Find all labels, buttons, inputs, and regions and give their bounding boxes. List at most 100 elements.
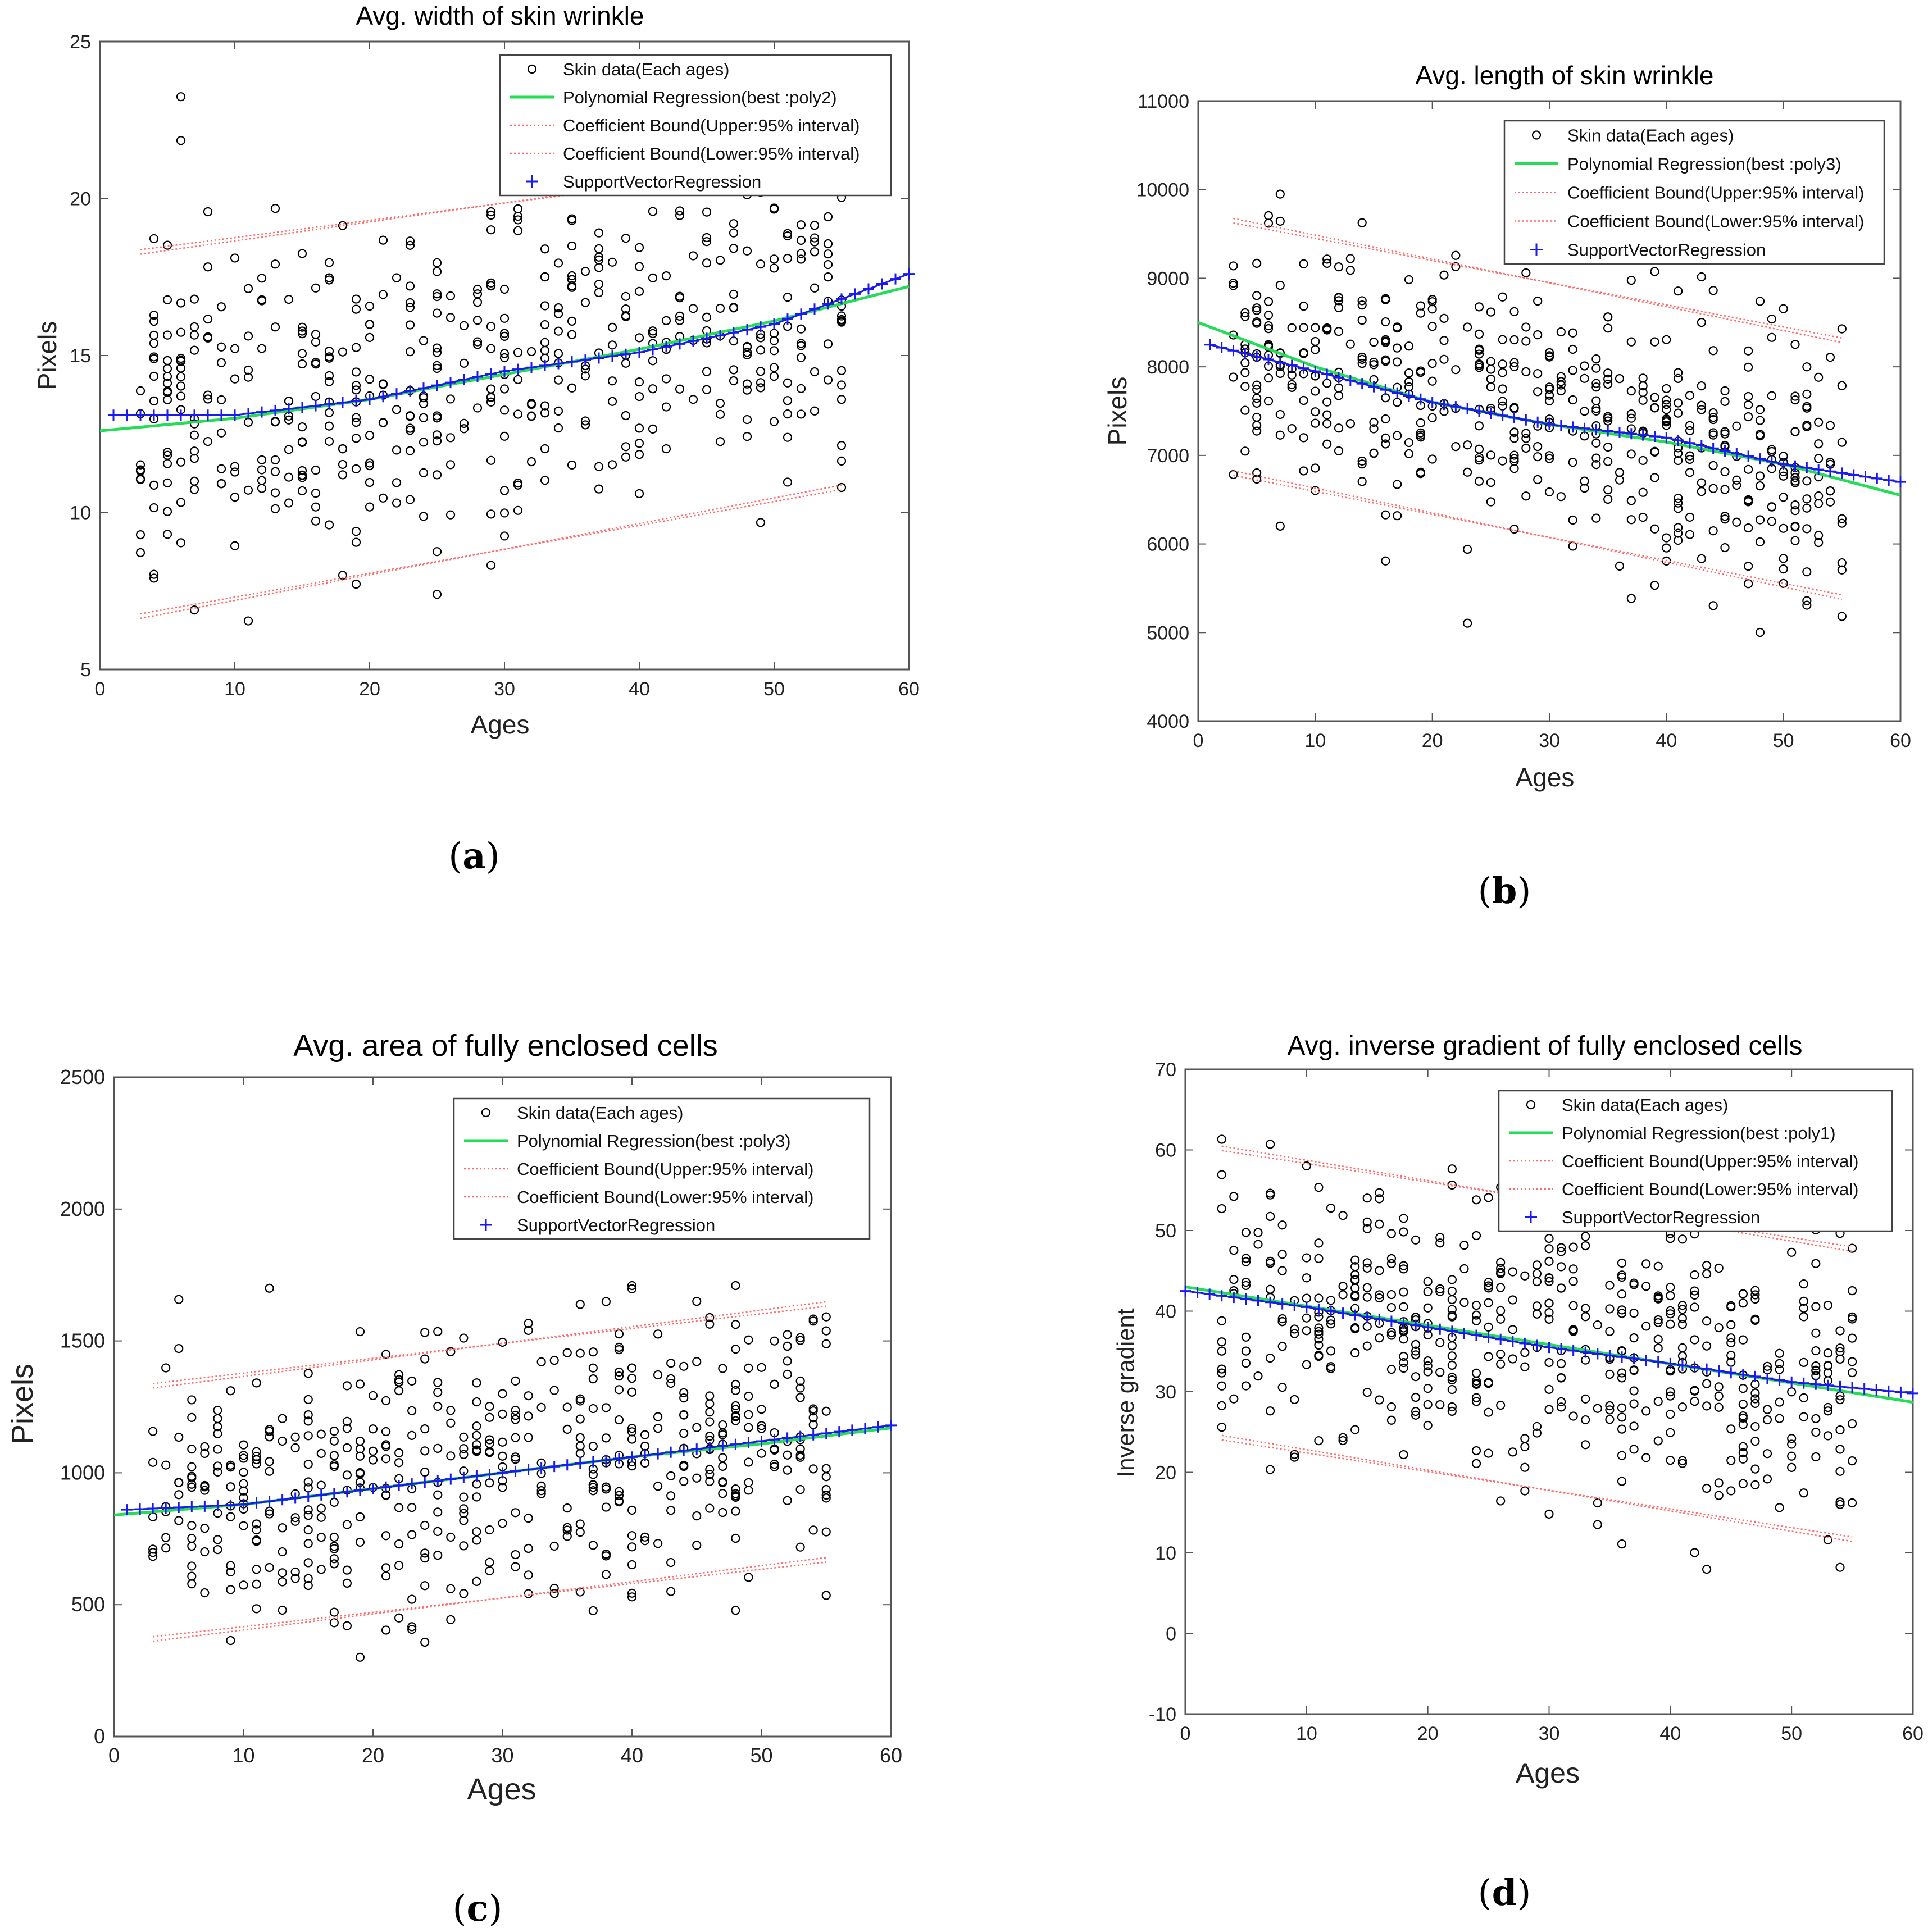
data-point [1404, 438, 1414, 448]
data-point [1605, 1415, 1615, 1424]
data-point [1411, 1372, 1421, 1382]
data-point [661, 271, 671, 281]
data-point [1708, 414, 1718, 425]
data-point [1811, 1361, 1821, 1371]
data-point [1720, 512, 1730, 521]
data-point [252, 1459, 261, 1469]
data-point [270, 504, 280, 513]
data-point [213, 1429, 222, 1438]
data-point [1568, 1242, 1578, 1252]
data-point [1508, 1447, 1517, 1457]
data-point [1326, 1346, 1336, 1356]
data-point [1666, 1391, 1675, 1401]
data-point [511, 1455, 520, 1464]
data-point [1498, 401, 1507, 411]
data-point [381, 1440, 391, 1450]
data-point [1708, 484, 1718, 493]
data-point [513, 375, 523, 384]
data-point [1835, 1395, 1845, 1405]
data-point [1299, 433, 1308, 443]
data-point [1334, 293, 1344, 303]
bound-series [1233, 217, 1843, 600]
data-point [705, 1399, 715, 1409]
data-point [536, 1481, 546, 1491]
data-point [836, 482, 847, 493]
data-point [757, 1448, 766, 1458]
data-point [213, 1535, 222, 1544]
data-point [1626, 496, 1636, 505]
svr-marker [1836, 467, 1848, 479]
data-point [567, 271, 577, 281]
data-point [1520, 1362, 1530, 1371]
data-point [549, 1386, 559, 1395]
svr-marker [1403, 390, 1415, 402]
data-point [176, 538, 186, 548]
legend-box [499, 54, 892, 197]
svr-marker [251, 1497, 262, 1509]
data-point [311, 489, 321, 498]
data-point [381, 1396, 391, 1406]
data-point [1311, 323, 1320, 332]
data-point [614, 1345, 624, 1355]
data-point [718, 1478, 727, 1488]
data-point [1544, 1277, 1554, 1286]
svr-marker [1380, 384, 1392, 396]
data-point [1837, 324, 1847, 334]
data-point [634, 450, 644, 459]
data-point [1386, 1259, 1397, 1268]
y-axis-label: Pixels [6, 1364, 39, 1445]
data-point [526, 399, 536, 408]
svr-marker [1774, 1374, 1785, 1386]
svr-marker [1883, 475, 1895, 486]
data-point [1386, 1254, 1397, 1264]
svr-marker [1590, 424, 1602, 436]
data-point [1447, 1373, 1457, 1382]
data-point [1334, 446, 1344, 455]
data-point [1714, 1478, 1724, 1488]
svr-marker [1349, 1309, 1361, 1321]
data-point [1750, 1294, 1760, 1304]
data-point [1755, 297, 1765, 306]
data-point [1240, 405, 1250, 415]
data-point [176, 381, 186, 391]
data-point [823, 212, 833, 222]
data-point [1629, 1309, 1639, 1318]
svr-marker [1871, 1384, 1882, 1396]
data-point [1677, 1459, 1688, 1468]
data-point [1750, 1464, 1760, 1474]
data-point [1726, 1320, 1736, 1329]
data-point [351, 381, 361, 390]
svr-marker [1520, 414, 1532, 426]
data-point [187, 1462, 197, 1471]
data-point [472, 298, 483, 307]
data-point [553, 375, 563, 385]
data-point [783, 293, 793, 302]
data-point [1823, 1301, 1833, 1310]
data-point [783, 378, 793, 388]
data-point [607, 376, 617, 386]
data-point [1762, 1415, 1772, 1425]
data-point [1653, 1436, 1663, 1446]
data-point [1835, 1466, 1845, 1476]
data-point [498, 1483, 507, 1492]
data-point [187, 1541, 197, 1551]
data-point [405, 298, 415, 308]
data-point [486, 455, 496, 465]
legend-symbol [481, 1108, 491, 1118]
data-point [472, 1535, 481, 1545]
data-point [311, 466, 321, 475]
data-point [1544, 454, 1554, 463]
data-point [1653, 1343, 1663, 1353]
svr-marker [276, 1494, 288, 1506]
legend-entry: Skin data(Each ages) [563, 60, 729, 79]
data-point [485, 1439, 494, 1448]
data-point [1486, 497, 1495, 507]
svr-marker [566, 356, 578, 368]
data-point [718, 1453, 727, 1462]
data-point [1811, 1365, 1821, 1375]
data-point [1435, 1233, 1445, 1242]
x-tick-label: 0 [108, 1744, 120, 1767]
data-point [407, 1594, 417, 1604]
data-point [1738, 1411, 1748, 1421]
